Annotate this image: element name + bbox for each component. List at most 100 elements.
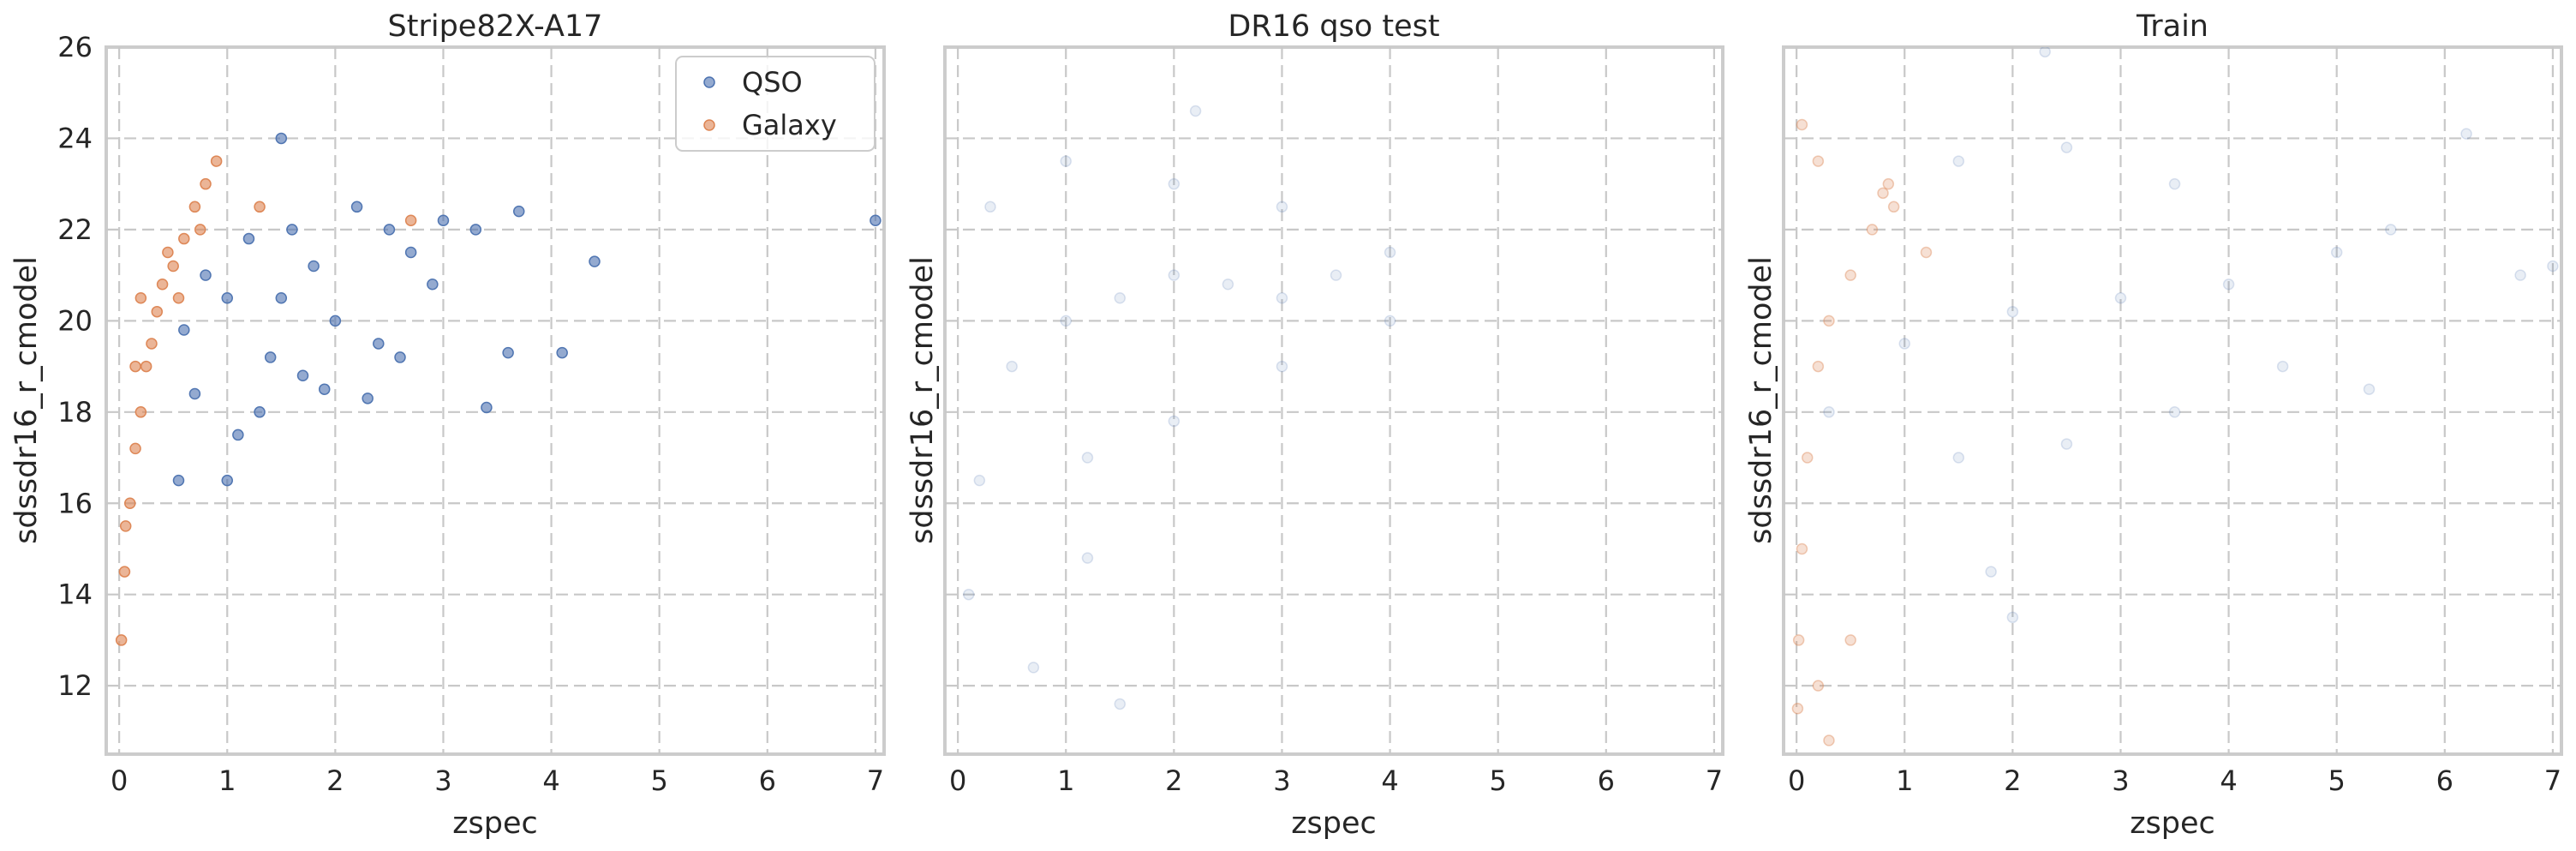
- scatter-point-galaxy: [1887, 201, 1900, 213]
- x-tick-label: 7: [867, 764, 884, 797]
- scatter-point-qso: [2330, 246, 2343, 259]
- scatter-point-qso: [2384, 224, 2397, 236]
- scatter-point-qso: [1168, 269, 1180, 281]
- scatter-point-qso: [404, 246, 417, 259]
- scatter-point-galaxy: [178, 232, 190, 245]
- scatter-point-galaxy: [1812, 680, 1825, 692]
- scatter-point-qso: [502, 346, 514, 359]
- x-tick-label: 1: [1057, 764, 1074, 797]
- scatter-point-galaxy: [118, 566, 131, 578]
- panel-2-y-axis-label: sdssdr16_r_cmodel: [905, 256, 940, 544]
- scatter-point-qso: [254, 406, 266, 418]
- panel-3-points: [1791, 47, 2559, 746]
- panel-2-x-axis-label: zspec: [1291, 806, 1377, 841]
- scatter-point-galaxy: [1796, 118, 1808, 131]
- scatter-point-qso: [296, 369, 309, 381]
- scatter-point-galaxy: [1791, 703, 1804, 715]
- panel-1-title: Stripe82X-A17: [388, 9, 603, 44]
- x-tick-label: 2: [326, 764, 344, 797]
- scatter-point-galaxy: [1844, 269, 1856, 281]
- x-tick-label: 4: [2220, 764, 2237, 797]
- x-tick-label: 2: [1165, 764, 1182, 797]
- scatter-point-qso: [383, 224, 396, 236]
- scatter-point-qso: [984, 201, 996, 213]
- x-tick-label: 1: [218, 764, 236, 797]
- scatter-point-qso: [1168, 177, 1180, 190]
- scatter-point-qso: [221, 474, 233, 487]
- scatter-point-qso: [1027, 662, 1040, 674]
- scatter-point-qso: [1222, 279, 1234, 291]
- panel-1-y-ticks: 12 14 16 18 20 22 24 26: [57, 31, 93, 702]
- y-tick-label: 24: [57, 122, 93, 154]
- scatter-point-qso: [178, 324, 190, 336]
- panel-dr16-qso-test: DR16 qso test zspec sdssdr16_r_cmodel 0 1…: [905, 9, 1724, 841]
- scatter-point-qso: [308, 260, 320, 273]
- legend-box: [675, 56, 876, 152]
- scatter-point-galaxy: [1801, 452, 1814, 464]
- scatter-point-qso: [1081, 552, 1094, 564]
- x-tick-label: 0: [949, 764, 966, 797]
- scatter-point-qso: [329, 315, 342, 327]
- scatter-point-galaxy: [119, 520, 132, 532]
- scatter-point-galaxy: [134, 406, 147, 418]
- y-tick-label: 20: [57, 304, 93, 337]
- scatter-point-galaxy: [188, 201, 201, 213]
- scatter-point-galaxy: [1796, 542, 1808, 555]
- scatter-point-galaxy: [134, 291, 147, 304]
- scatter-point-qso: [2006, 611, 2019, 624]
- scatter-point-qso: [350, 201, 363, 213]
- scatter-point-qso: [870, 214, 882, 227]
- scatter-point-qso: [1168, 415, 1180, 428]
- y-tick-label: 22: [57, 213, 93, 246]
- panel-1-x-ticks: 0 1 2 3 4 5 6 7: [111, 764, 884, 797]
- x-tick-label: 7: [1706, 764, 1723, 797]
- scatter-point-galaxy: [151, 305, 164, 318]
- scatter-point-galaxy: [210, 155, 223, 167]
- series-galaxy: [115, 155, 417, 646]
- scatter-point-galaxy: [1823, 315, 1835, 327]
- scatter-point-qso: [512, 205, 525, 218]
- scatter-point-qso: [1189, 105, 1202, 117]
- x-tick-label: 6: [759, 764, 776, 797]
- scatter-point-galaxy: [404, 214, 417, 227]
- scatter-point-qso: [362, 393, 374, 405]
- scatter-point-qso: [394, 351, 406, 363]
- panel-3-grid: [1784, 47, 2561, 754]
- scatter-point-qso: [1823, 406, 1835, 418]
- scatter-point-galaxy: [194, 224, 206, 236]
- panel-3-x-ticks: 0 1 2 3 4 5 6 7: [1788, 764, 2561, 797]
- scatter-point-galaxy: [1920, 246, 1933, 259]
- scatter-point-galaxy: [140, 360, 152, 373]
- panel-2-title: DR16 qso test: [1228, 9, 1439, 44]
- y-tick-label: 14: [57, 578, 93, 611]
- x-tick-label: 6: [2436, 764, 2453, 797]
- x-tick-label: 3: [434, 764, 451, 797]
- panel-stripe82x-a17: Stripe82X-A17 zspec sdssdr16_r_cmodel 0 1…: [9, 9, 886, 841]
- scatter-point-qso: [318, 383, 331, 395]
- scatter-point-galaxy: [172, 291, 185, 304]
- scatter-point-qso: [427, 279, 439, 291]
- scatter-point-qso: [2514, 269, 2526, 281]
- panel-1-frame: [105, 45, 886, 756]
- x-tick-label: 2: [2004, 764, 2021, 797]
- y-tick-label: 12: [57, 669, 93, 702]
- scatter-point-galaxy: [129, 442, 141, 455]
- panel-train: Train zspec sdssdr16_r_cmodel 0 1 2 3 4 5 6 7: [1744, 9, 2563, 841]
- series-qso: [1823, 47, 2559, 624]
- scatter-point-qso: [373, 338, 385, 350]
- x-tick-label: 0: [1788, 764, 1805, 797]
- scatter-point-qso: [1276, 291, 1288, 304]
- scatter-point-galaxy: [1812, 155, 1825, 167]
- scatter-point-qso: [2006, 305, 2019, 318]
- scatter-point-qso: [2114, 291, 2127, 304]
- scatter-point-qso: [264, 351, 277, 363]
- y-tick-label: 26: [57, 31, 93, 63]
- scatter-point-galaxy: [146, 338, 158, 350]
- scatter-point-qso: [1898, 338, 1910, 350]
- scatter-point-qso: [221, 291, 233, 304]
- y-tick-label: 16: [57, 487, 93, 519]
- scatter-point-qso: [1114, 698, 1127, 710]
- scatter-point-qso: [1006, 360, 1018, 373]
- scatter-point-galaxy: [200, 177, 212, 190]
